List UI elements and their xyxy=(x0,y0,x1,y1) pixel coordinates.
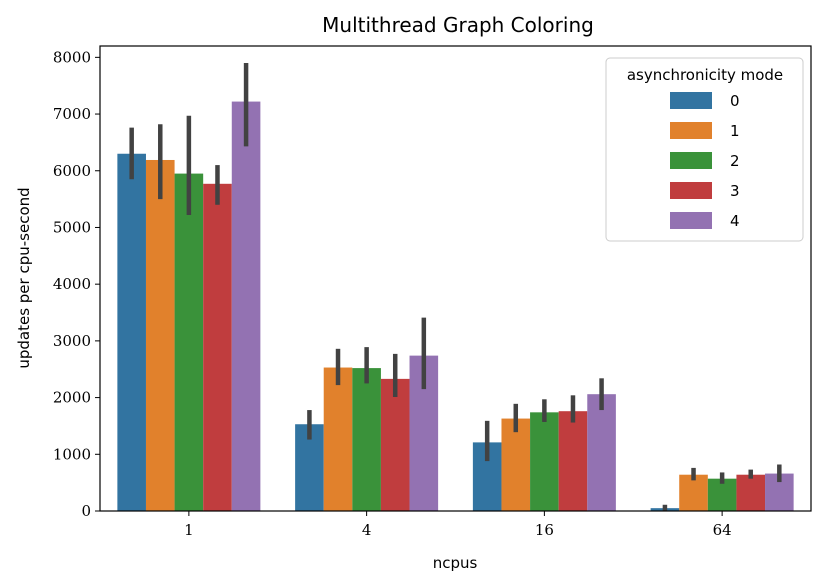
legend-label-mode-3: 3 xyxy=(730,182,740,200)
plot-area: 0 1000 2000 3000 4000 5000 6000 7000 8000 1 4 16 64 xyxy=(53,48,794,539)
legend-swatch-mode-4 xyxy=(670,212,712,229)
x-tick-label: 64 xyxy=(713,521,732,539)
y-tick-label: 8000 xyxy=(53,48,91,66)
bar-1-mode-2 xyxy=(174,173,204,511)
plot-frame xyxy=(99,45,812,512)
legend-frame xyxy=(605,57,804,242)
legend-title: asynchronicity mode xyxy=(627,66,783,84)
legend-label-mode-4: 4 xyxy=(730,212,740,230)
bar-4-mode-1 xyxy=(323,367,353,511)
y-tick-label: 6000 xyxy=(53,162,91,180)
x-axis-label: ncpus xyxy=(433,554,478,572)
x-tick-label: 4 xyxy=(362,521,372,539)
bar-1-mode-3 xyxy=(203,183,232,512)
bar-1-mode-0 xyxy=(117,153,146,511)
bar-64-mode-1 xyxy=(679,474,708,511)
legend-swatch-mode-1 xyxy=(670,122,712,139)
bar-16-mode-3 xyxy=(558,411,588,511)
bar-16-mode-1 xyxy=(501,418,531,511)
bar-64-mode-2 xyxy=(707,478,737,511)
y-tick-label: 7000 xyxy=(53,105,91,123)
legend-swatch-mode-2 xyxy=(670,152,712,169)
y-tick-label: 5000 xyxy=(53,218,91,236)
y-tick-label: 2000 xyxy=(53,389,91,407)
chart-title: Multithread Graph Coloring xyxy=(322,13,594,37)
bar-1-mode-1 xyxy=(145,159,175,512)
legend-items: 0 1 2 3 4 xyxy=(670,92,740,230)
bar-4-mode-2 xyxy=(352,368,381,511)
bar-4-mode-3 xyxy=(380,378,410,511)
legend-label-mode-2: 2 xyxy=(730,152,740,170)
y-tick-label: 1000 xyxy=(53,445,91,463)
legend-swatch-mode-0 xyxy=(670,92,712,109)
y-tick-label: 0 xyxy=(81,502,91,520)
y-tick-label: 4000 xyxy=(53,275,91,293)
bar-64-mode-3 xyxy=(736,474,766,511)
legend-label-mode-0: 0 xyxy=(730,92,740,110)
x-tick-label: 1 xyxy=(184,521,194,539)
y-tick-label: 3000 xyxy=(53,332,91,350)
x-tick-label: 16 xyxy=(535,521,554,539)
y-axis-label: updates per cpu-second xyxy=(15,187,33,368)
legend: asynchronicity mode 0 1 2 3 4 xyxy=(605,57,804,242)
bar-1-mode-4 xyxy=(231,101,261,511)
bar-16-mode-4 xyxy=(587,394,616,511)
legend-swatch-mode-3 xyxy=(670,182,712,199)
legend-label-mode-1: 1 xyxy=(730,122,740,140)
bar-16-mode-2 xyxy=(530,412,559,511)
